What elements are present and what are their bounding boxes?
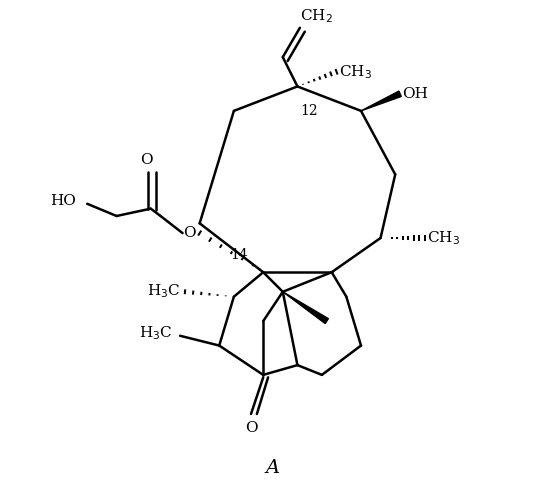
Text: H$_3$C: H$_3$C [147,282,180,299]
Text: H$_3$C: H$_3$C [139,325,173,342]
Text: CH$_3$: CH$_3$ [339,63,372,81]
Text: O: O [183,226,196,240]
Text: 14: 14 [231,248,248,262]
Text: O: O [140,153,153,167]
Polygon shape [283,292,328,324]
Text: CH$_2$: CH$_2$ [300,7,333,25]
Polygon shape [361,91,401,111]
Text: OH: OH [402,87,429,101]
Text: 12: 12 [300,103,318,117]
Text: A: A [266,459,280,477]
Text: HO: HO [50,195,76,208]
Text: O: O [245,421,257,435]
Text: CH$_3$: CH$_3$ [427,229,460,247]
